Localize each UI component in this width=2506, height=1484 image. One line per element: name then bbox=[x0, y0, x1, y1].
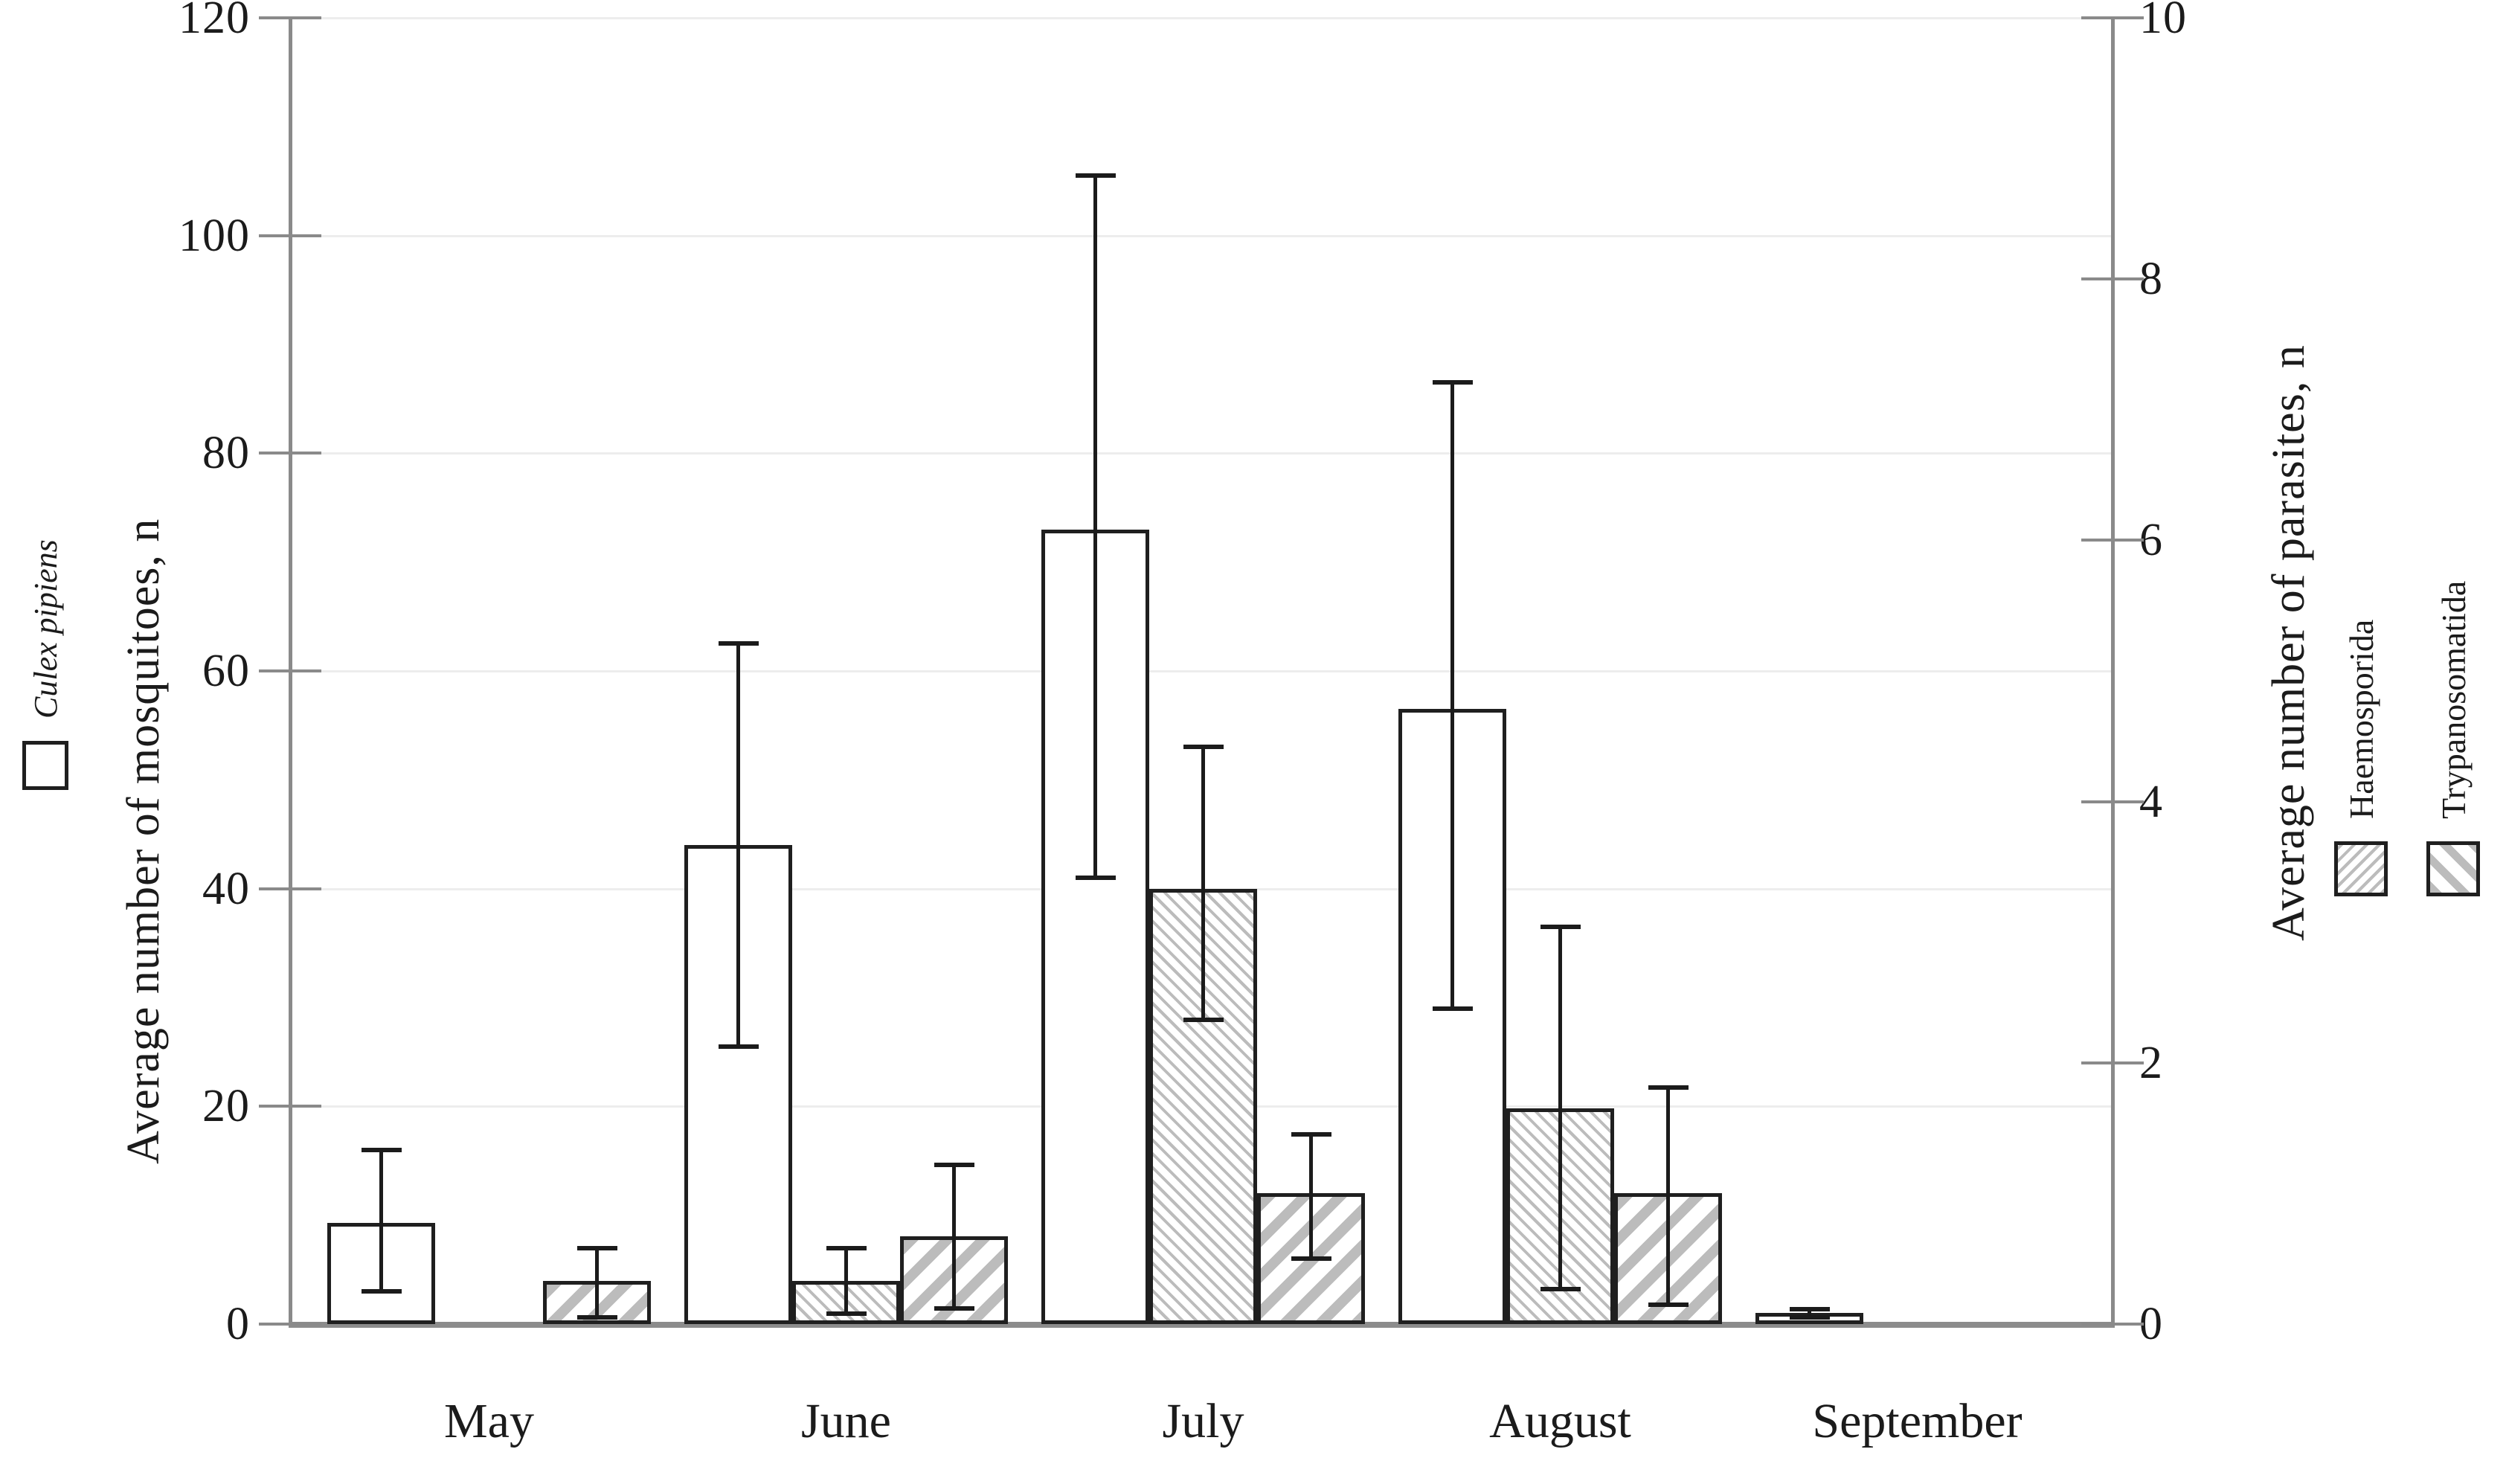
error-bar-culex-pipiens-september bbox=[1808, 1308, 1811, 1318]
left-axis-tick-120 bbox=[259, 16, 321, 19]
error-bar-trypanosomatida-august bbox=[1666, 1088, 1670, 1305]
legend-swatch-trypanosomatida-stripe bbox=[2426, 841, 2480, 896]
error-cap-top-trypanosomatida-august bbox=[1648, 1085, 1689, 1090]
error-cap-top-culex-pipiens-july bbox=[1075, 173, 1116, 179]
x-axis-baseline bbox=[289, 1322, 2115, 1328]
error-cap-bottom-culex-pipiens-july bbox=[1075, 876, 1116, 881]
error-cap-bottom-culex-pipiens-september bbox=[1789, 1315, 1830, 1320]
right-axis-tick-10 bbox=[2081, 16, 2144, 19]
error-cap-top-haemosporida-august bbox=[1540, 925, 1581, 930]
right-axis-tick-label-4: 4 bbox=[2139, 776, 2163, 827]
plot-area bbox=[290, 17, 2113, 1324]
x-axis-label-august: August bbox=[1489, 1394, 1631, 1448]
left-axis-tick-20 bbox=[259, 1105, 321, 1108]
error-bar-trypanosomatida-july bbox=[1309, 1134, 1313, 1259]
error-cap-top-trypanosomatida-july bbox=[1291, 1132, 1331, 1137]
legend-trypanosomatida: Trypanosomatida bbox=[2426, 581, 2480, 896]
right-axis-tick-0 bbox=[2081, 1323, 2144, 1326]
left-axis-tick-0 bbox=[259, 1323, 321, 1326]
legend-label-haemosporida: Haemosporida bbox=[2342, 619, 2380, 819]
left-axis-tick-label-40: 40 bbox=[202, 863, 250, 914]
gridline-120 bbox=[290, 17, 2113, 19]
right-axis-tick-6 bbox=[2081, 539, 2144, 542]
error-cap-top-culex-pipiens-september bbox=[1789, 1306, 1830, 1311]
right-axis-tick-8 bbox=[2081, 277, 2144, 281]
error-cap-bottom-culex-pipiens-may bbox=[361, 1289, 402, 1294]
gridline-80 bbox=[290, 452, 2113, 455]
legend-swatch-haemosporida-hatch bbox=[2334, 841, 2388, 896]
error-cap-bottom-culex-pipiens-june bbox=[718, 1044, 759, 1049]
error-bar-culex-pipiens-august bbox=[1450, 382, 1454, 1009]
error-cap-bottom-trypanosomatida-july bbox=[1291, 1256, 1331, 1262]
right-axis-tick-label-2: 2 bbox=[2139, 1037, 2163, 1088]
error-bar-culex-pipiens-june bbox=[736, 643, 740, 1047]
left-axis-tick-label-0: 0 bbox=[226, 1299, 250, 1349]
left-axis-tick-label-120: 120 bbox=[179, 0, 250, 43]
left-axis-tick-label-80: 80 bbox=[202, 428, 250, 479]
error-bar-culex-pipiens-july bbox=[1093, 176, 1097, 878]
right-axis-tick-2 bbox=[2081, 1061, 2144, 1064]
error-cap-bottom-culex-pipiens-august bbox=[1432, 1006, 1473, 1011]
error-cap-bottom-trypanosomatida-may bbox=[576, 1315, 617, 1320]
error-cap-bottom-haemosporida-july bbox=[1183, 1017, 1224, 1022]
left-axis-tick-40 bbox=[259, 887, 321, 890]
left-axis-tick-60 bbox=[259, 669, 321, 672]
x-axis-label-september: September bbox=[1812, 1394, 2023, 1448]
left-axis-tick-label-20: 20 bbox=[202, 1081, 250, 1132]
x-axis-label-july: July bbox=[1162, 1394, 1244, 1448]
left-axis-tick-label-100: 100 bbox=[179, 210, 250, 261]
left-axis-tick-label-60: 60 bbox=[202, 646, 250, 696]
legend-culex-pipiens: Culex pipiens bbox=[22, 539, 68, 790]
gridline-100 bbox=[290, 234, 2113, 237]
right-axis-tick-label-8: 8 bbox=[2139, 254, 2163, 305]
left-axis-line bbox=[289, 18, 292, 1327]
error-bar-trypanosomatida-june bbox=[952, 1164, 956, 1308]
error-cap-bottom-trypanosomatida-august bbox=[1648, 1302, 1689, 1307]
right-axis-tick-label-0: 0 bbox=[2139, 1299, 2163, 1349]
error-cap-top-haemosporida-june bbox=[826, 1246, 867, 1251]
error-cap-top-culex-pipiens-may bbox=[361, 1147, 402, 1152]
right-axis-tick-label-6: 6 bbox=[2139, 515, 2163, 566]
legend-label-trypanosomatida: Trypanosomatida bbox=[2434, 580, 2473, 819]
error-cap-bottom-haemosporida-june bbox=[826, 1311, 867, 1316]
error-bar-haemosporida-june bbox=[844, 1248, 848, 1314]
right-axis-tick-label-10: 10 bbox=[2139, 0, 2187, 43]
error-bar-culex-pipiens-may bbox=[379, 1149, 383, 1292]
legend-label-culex: Culex pipiens bbox=[27, 539, 64, 719]
right-axis-line bbox=[2111, 18, 2115, 1327]
error-bar-trypanosomatida-may bbox=[595, 1248, 599, 1318]
legend-haemosporida: Haemosporida bbox=[2334, 620, 2388, 896]
error-cap-bottom-haemosporida-august bbox=[1540, 1286, 1581, 1291]
right-axis-tick-4 bbox=[2081, 800, 2144, 803]
error-cap-bottom-trypanosomatida-june bbox=[934, 1305, 974, 1311]
left-axis-title: Average number of mosquitoes, n bbox=[118, 518, 169, 1164]
gridline-60 bbox=[290, 670, 2113, 672]
x-axis-label-may: May bbox=[444, 1394, 534, 1448]
error-cap-top-culex-pipiens-august bbox=[1432, 380, 1473, 385]
legend-swatch-culex-open-bar bbox=[22, 741, 68, 790]
left-axis-tick-100 bbox=[259, 234, 321, 237]
error-cap-top-culex-pipiens-june bbox=[718, 641, 759, 646]
x-axis-label-june: June bbox=[801, 1394, 891, 1448]
error-bar-haemosporida-july bbox=[1201, 746, 1205, 1020]
error-cap-top-trypanosomatida-may bbox=[576, 1246, 617, 1251]
error-cap-top-haemosporida-july bbox=[1183, 744, 1224, 749]
error-cap-top-trypanosomatida-june bbox=[934, 1162, 974, 1167]
right-axis-title: Average number of parasites, n bbox=[2264, 344, 2314, 941]
left-axis-tick-80 bbox=[259, 452, 321, 455]
error-bar-haemosporida-august bbox=[1558, 927, 1562, 1289]
